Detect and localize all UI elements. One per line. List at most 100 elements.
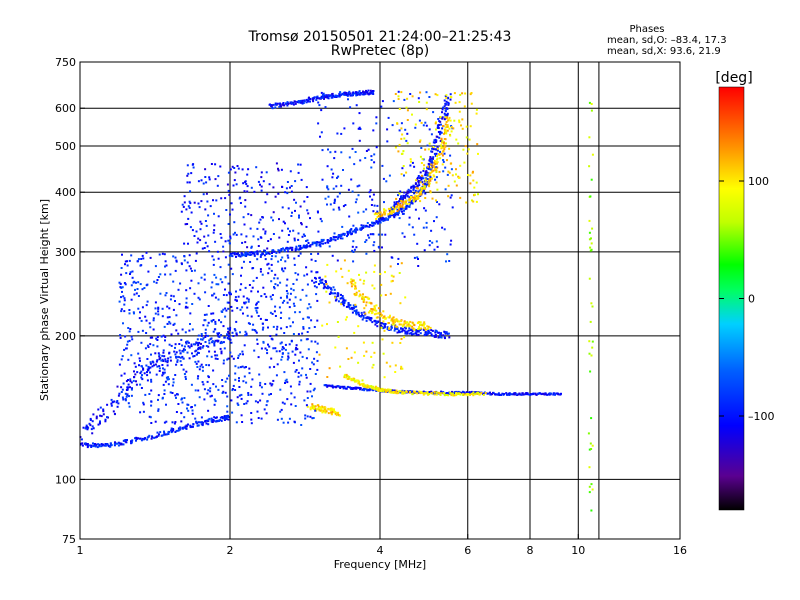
echo-point: [339, 237, 342, 240]
echo-point: [277, 169, 280, 172]
echo-point: [461, 92, 464, 95]
echo-point: [115, 401, 118, 404]
echo-point: [455, 173, 457, 176]
echo-point: [355, 311, 357, 314]
echo-point: [590, 354, 593, 357]
echo-point: [347, 302, 350, 304]
echo-point: [255, 309, 258, 312]
echo-point: [184, 223, 187, 226]
echo-point: [137, 258, 140, 261]
echo-point: [432, 148, 435, 151]
echo-point: [332, 408, 335, 411]
echo-point: [423, 167, 425, 170]
echo-point: [214, 354, 217, 357]
echo-point: [118, 363, 121, 366]
echo-point: [427, 332, 430, 335]
echo-point: [361, 225, 364, 228]
echo-point: [408, 196, 411, 199]
echo-point: [231, 208, 234, 211]
echo-point: [386, 326, 389, 329]
echo-point: [209, 387, 212, 390]
echo-point: [591, 488, 594, 491]
echo-point: [197, 334, 200, 337]
echo-point: [237, 167, 240, 170]
echo-point: [347, 269, 350, 272]
echo-point: [241, 350, 244, 353]
echo-point: [172, 429, 175, 432]
echo-point: [139, 264, 142, 267]
echo-point: [147, 346, 150, 348]
echo-point: [312, 389, 315, 392]
echo-point: [315, 271, 318, 274]
echo-point: [326, 185, 329, 188]
echo-point: [354, 230, 357, 233]
echo-point: [86, 446, 89, 449]
echo-point: [401, 205, 404, 208]
echo-point: [350, 178, 353, 181]
echo-point: [229, 235, 232, 238]
echo-point: [139, 383, 142, 386]
echo-point: [234, 231, 236, 234]
echo-point: [444, 126, 447, 129]
echo-point: [118, 300, 121, 303]
echo-point: [424, 328, 427, 331]
echo-point: [157, 306, 160, 309]
echo-point: [130, 381, 133, 384]
echo-point: [552, 392, 555, 395]
echo-point: [183, 416, 186, 419]
echo-point: [152, 328, 155, 331]
echo-point: [185, 370, 188, 373]
echo-point: [222, 294, 225, 296]
echo-point: [200, 416, 203, 419]
echo-point: [337, 300, 340, 303]
echo-point: [309, 368, 312, 370]
echo-point: [199, 228, 202, 231]
echo-point: [212, 319, 215, 321]
echo-point: [221, 341, 224, 344]
echo-point: [299, 298, 302, 301]
echo-point: [286, 254, 289, 257]
echo-point: [320, 406, 323, 408]
echo-point: [197, 352, 200, 354]
echo-point: [528, 393, 531, 396]
echo-point: [423, 323, 426, 325]
echo-point: [348, 376, 351, 379]
echo-point: [433, 393, 436, 396]
echo-point: [313, 357, 316, 360]
echo-point: [346, 93, 348, 96]
echo-point: [450, 239, 453, 242]
echo-point: [217, 339, 220, 342]
echo-point: [333, 232, 336, 235]
echo-point: [289, 385, 292, 388]
echo-point: [197, 348, 200, 351]
echo-point: [294, 370, 297, 373]
echo-point: [368, 92, 371, 95]
echo-point: [235, 233, 238, 236]
echo-point: [260, 185, 263, 188]
echo-point: [250, 418, 253, 421]
echo-point: [400, 199, 403, 202]
echo-point: [157, 409, 160, 412]
echo-point: [120, 386, 123, 389]
echo-point: [381, 338, 384, 341]
echo-point: [429, 179, 432, 182]
echo-point: [433, 391, 436, 393]
echo-point: [230, 293, 232, 296]
echo-point: [365, 225, 368, 228]
echo-point: [423, 326, 426, 329]
echo-point: [224, 240, 227, 243]
echo-point: [453, 392, 455, 395]
echo-point: [433, 335, 436, 338]
echo-point: [268, 267, 271, 270]
echo-point: [293, 257, 296, 260]
echo-point: [257, 245, 260, 247]
echo-point: [370, 166, 373, 169]
echo-point: [344, 204, 347, 206]
echo-point: [588, 491, 591, 494]
echo-point: [294, 405, 297, 407]
echo-point: [371, 387, 374, 390]
echo-point: [85, 424, 88, 427]
echo-point: [194, 389, 197, 392]
echo-point: [292, 283, 295, 285]
echo-point: [166, 378, 169, 381]
